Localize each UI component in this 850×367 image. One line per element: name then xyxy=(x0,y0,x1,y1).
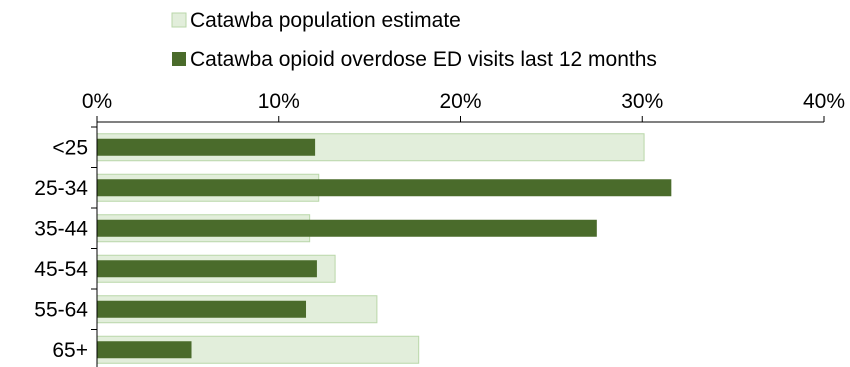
x-tick-label: 40% xyxy=(803,90,845,113)
x-tick-label: 0% xyxy=(82,90,112,113)
legend-label-0: Catawba population estimate xyxy=(190,9,461,32)
x-tick-label: 10% xyxy=(258,90,300,113)
bars xyxy=(96,133,672,364)
bar-ed-visits-2 xyxy=(97,219,597,237)
bar-ed-visits-1 xyxy=(97,179,672,197)
x-axis: 0% 10% 20% 30% 40% xyxy=(82,90,845,123)
category-label: <25 xyxy=(52,136,88,159)
legend-swatch-1 xyxy=(172,52,186,66)
bar-ed-visits-5 xyxy=(97,341,192,359)
bar-ed-visits-3 xyxy=(97,260,317,278)
x-tick-label: 30% xyxy=(621,90,663,113)
legend: Catawba population estimate Catawba opioi… xyxy=(171,9,657,71)
bar-ed-visits-4 xyxy=(97,300,307,318)
bar-ed-visits-0 xyxy=(97,138,316,156)
category-label: 35-44 xyxy=(34,217,88,240)
category-label: 25-34 xyxy=(34,177,88,200)
category-label: 65+ xyxy=(52,339,88,362)
legend-swatch-0 xyxy=(171,12,187,28)
category-axis: <25 25-34 35-44 45-54 55-64 65+ xyxy=(34,122,98,367)
legend-label-1: Catawba opioid overdose ED visits last 1… xyxy=(190,48,657,71)
category-label: 45-54 xyxy=(34,258,88,281)
x-tick-label: 20% xyxy=(439,90,481,113)
category-label: 55-64 xyxy=(34,298,88,321)
